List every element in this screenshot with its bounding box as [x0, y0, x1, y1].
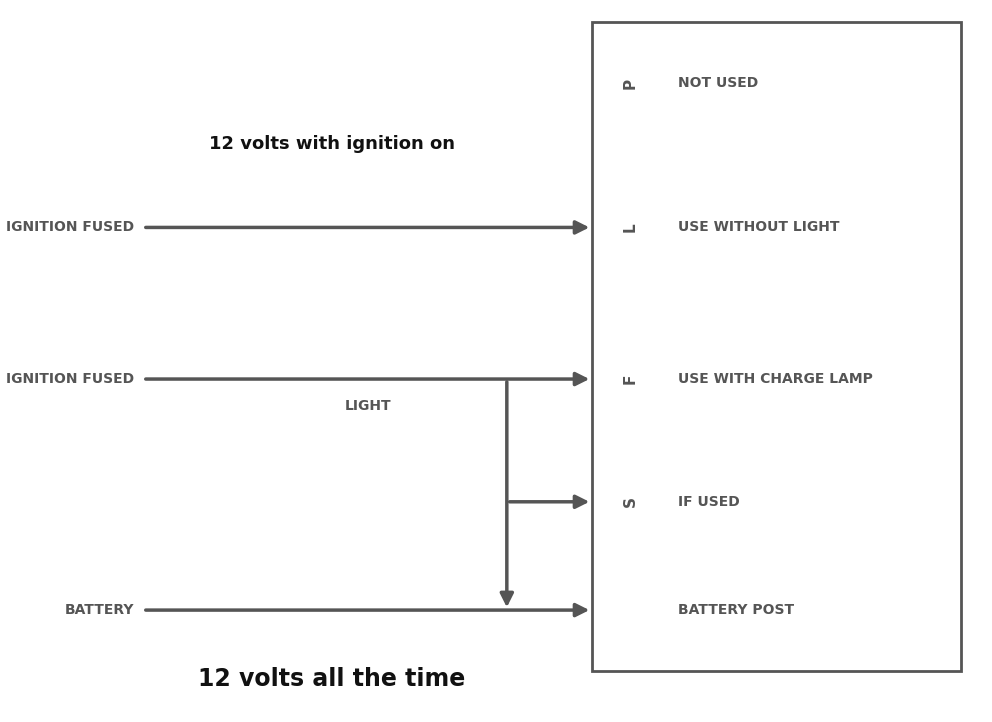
Text: 12 volts all the time: 12 volts all the time	[198, 666, 465, 691]
Text: NOT USED: NOT USED	[678, 76, 758, 90]
Text: 12 volts with ignition on: 12 volts with ignition on	[208, 136, 454, 153]
Text: BATTERY POST: BATTERY POST	[678, 603, 794, 617]
Text: USE WITH CHARGE LAMP: USE WITH CHARGE LAMP	[678, 372, 872, 386]
Text: P: P	[622, 77, 638, 89]
Text: S: S	[622, 496, 638, 508]
Text: BATTERY: BATTERY	[64, 603, 134, 617]
Text: L: L	[622, 222, 638, 232]
Text: IGNITION FUSED: IGNITION FUSED	[6, 372, 134, 386]
Text: IF USED: IF USED	[678, 495, 739, 509]
Text: LIGHT: LIGHT	[344, 399, 391, 414]
Text: F: F	[622, 374, 638, 384]
Text: IGNITION FUSED: IGNITION FUSED	[6, 220, 134, 235]
Bar	[592, 22, 960, 671]
Text: USE WITHOUT LIGHT: USE WITHOUT LIGHT	[678, 220, 839, 235]
